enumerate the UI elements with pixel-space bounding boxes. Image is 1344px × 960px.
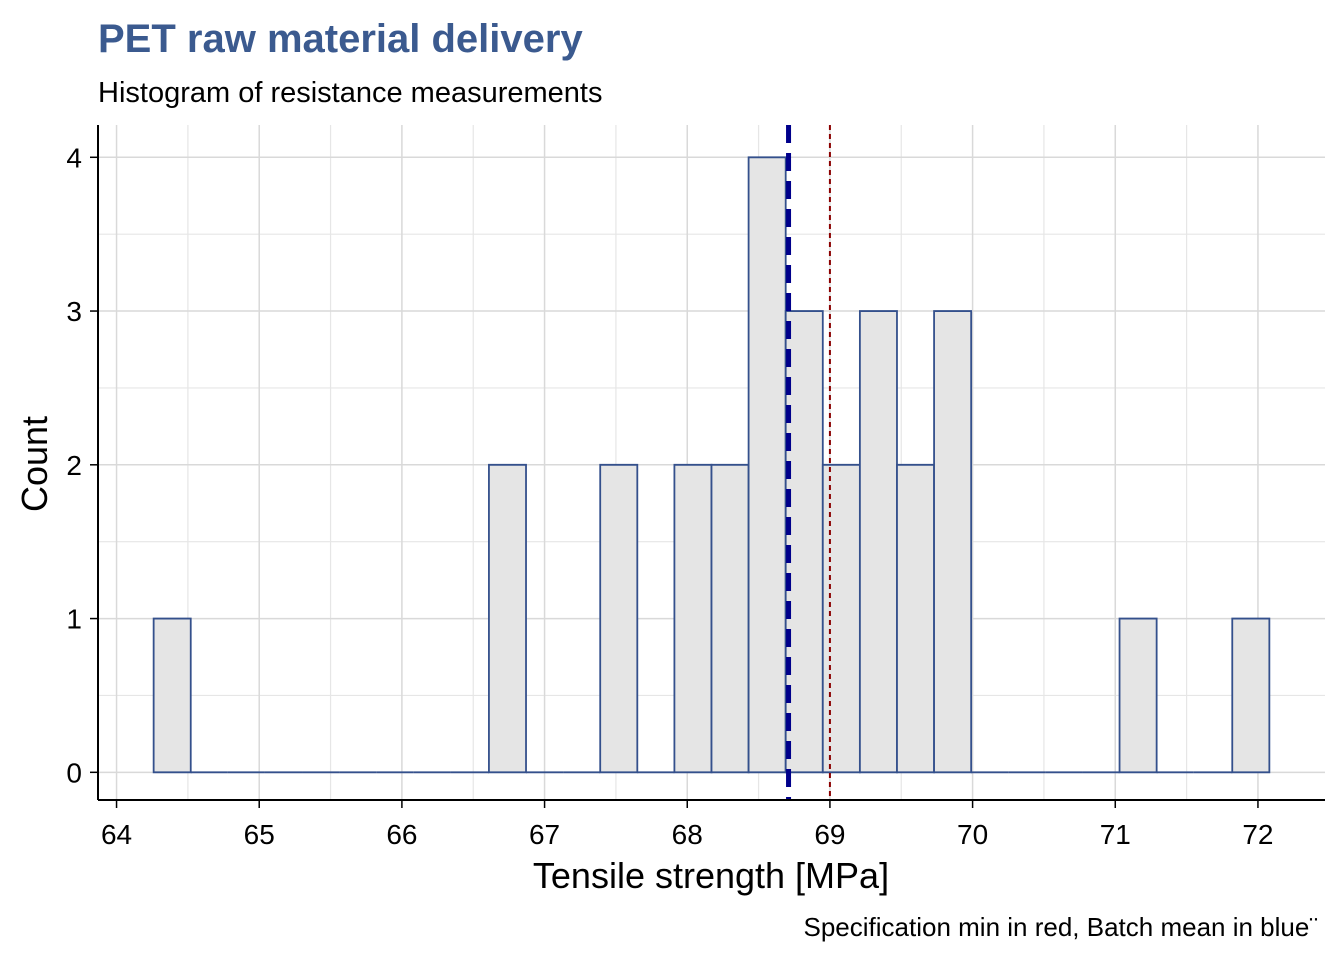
histogram-bar (1118, 617, 1158, 774)
histogram-bar (673, 463, 713, 774)
chart-title: PET raw material delivery (98, 17, 583, 61)
x-tick-label: 71 (1100, 819, 1131, 850)
histogram-bar (933, 310, 973, 774)
x-tick-label: 65 (244, 819, 275, 850)
histogram-bar (710, 463, 750, 774)
chart-subtitle: Histogram of resistance measurements (98, 77, 602, 109)
y-tick-label: 0 (66, 757, 82, 788)
histogram-bar (858, 310, 898, 774)
histogram-bar (747, 156, 787, 774)
histogram-bar (1231, 617, 1271, 774)
x-tick-label: 67 (529, 819, 560, 850)
histogram-bar (488, 463, 527, 774)
x-tick-label: 68 (672, 819, 703, 850)
x-tick-label: 70 (957, 819, 988, 850)
histogram-bar (784, 310, 824, 774)
x-axis-title: Tensile strength [MPa] (533, 855, 889, 896)
histogram-bar (599, 463, 639, 774)
y-axis-title: Count (14, 416, 55, 512)
y-tick-label: 2 (66, 450, 82, 481)
x-tick-label: 66 (386, 819, 417, 850)
y-tick-label: 3 (66, 296, 82, 327)
y-tick-label: 4 (66, 142, 82, 173)
caption: Specification min in red, Batch mean in … (804, 912, 1319, 942)
histogram-bar (821, 463, 861, 774)
histogram-bar (896, 463, 935, 774)
y-tick-label: 1 (66, 604, 82, 635)
x-tick-label: 69 (814, 819, 845, 850)
histogram-bar (152, 617, 192, 774)
x-tick-label: 64 (101, 819, 132, 850)
x-tick-label: 72 (1242, 819, 1273, 850)
